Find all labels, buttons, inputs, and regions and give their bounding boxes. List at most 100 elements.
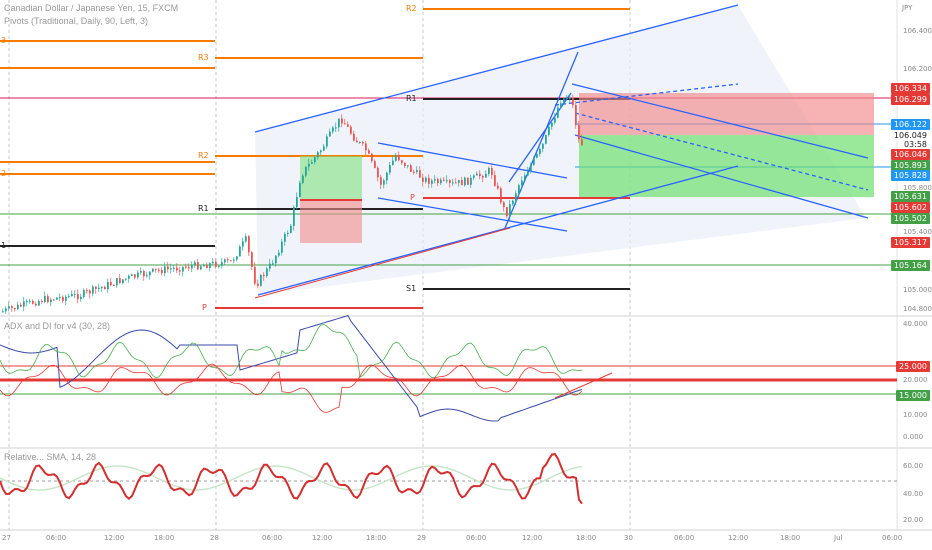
symbol-title[interactable]: Canadian Dollar / Japanese Yen, 15, FXCM [4, 3, 179, 13]
candle-body [29, 300, 31, 302]
candle-body [2, 311, 4, 313]
candle-body [107, 282, 109, 290]
candle-body [422, 177, 424, 182]
candle-body [293, 207, 295, 226]
long-position-loss[interactable] [300, 200, 362, 243]
candle-body [65, 296, 67, 301]
candle-body [5, 308, 7, 312]
currency-label: JPY [902, 4, 913, 12]
candle-body [137, 272, 139, 278]
time-label: 28 [210, 534, 219, 542]
candle-body [320, 150, 322, 153]
candle-body [272, 263, 274, 265]
candle-body [20, 304, 22, 307]
candle-body [371, 153, 373, 162]
candle-body [251, 252, 253, 267]
short-position-loss[interactable] [579, 93, 874, 135]
candle-body [131, 274, 133, 276]
adx-tick: 40.000 [903, 320, 928, 328]
candle-body [257, 283, 259, 286]
candle-body [383, 180, 385, 185]
short-position-profit[interactable] [579, 135, 874, 197]
candle-body [206, 264, 208, 269]
candle-body [167, 266, 169, 270]
candle-body [35, 303, 37, 306]
candle-body [173, 267, 175, 269]
candle-body [227, 259, 229, 261]
candle-body [350, 126, 352, 134]
pivot-label-r1-mid: R1 [406, 94, 417, 103]
candle-body [32, 300, 34, 304]
candle-body [266, 268, 268, 277]
candle-body [338, 118, 340, 128]
candle-body [392, 160, 394, 166]
candle-body [527, 171, 529, 176]
candle-body [278, 252, 280, 256]
di-plus-line [0, 324, 583, 379]
candle-body [431, 180, 433, 184]
candle-body [401, 160, 403, 163]
candle-body [218, 265, 220, 267]
long-position-profit[interactable] [300, 156, 362, 200]
candle-body [263, 275, 265, 277]
candle-body [47, 296, 49, 303]
candle-body [533, 157, 535, 165]
adx-trend-line[interactable] [554, 372, 613, 399]
candle-body [452, 182, 454, 184]
candle-body [464, 177, 466, 186]
candle-body [50, 299, 52, 303]
candle-body [488, 168, 490, 174]
time-label: 30 [624, 534, 633, 542]
candle-body [347, 124, 349, 127]
candle-body [497, 185, 499, 189]
rsi-indicator-title[interactable]: Relative... SMA, 14, 28 [4, 452, 97, 462]
candle-body [98, 287, 100, 289]
candle-body [197, 262, 199, 270]
candle-body [179, 270, 181, 272]
candle-body [191, 265, 193, 269]
candle-body [185, 266, 187, 268]
candle-body [539, 148, 541, 154]
candle-body [224, 259, 226, 263]
candle-body [419, 170, 421, 178]
candle-body [557, 107, 559, 118]
candle-body [209, 263, 211, 269]
candle-body [494, 175, 496, 186]
price-tick: 105.800 [903, 184, 932, 192]
pivots-indicator-title[interactable]: Pivots (Traditional, Daily, 90, Left, 3) [4, 16, 149, 26]
adx-indicator-title[interactable]: ADX and DI for v4 (30, 28) [4, 321, 111, 331]
candle-body [125, 278, 127, 280]
candle-body [92, 286, 94, 294]
candle-body [542, 143, 544, 149]
candle-body [38, 300, 40, 306]
candle-body [476, 173, 478, 176]
price-tag: 106.299 [890, 94, 930, 105]
candle-body [449, 180, 451, 183]
candle-body [26, 301, 28, 303]
candle-body [329, 131, 331, 137]
candle-body [119, 278, 121, 284]
candle-body [74, 293, 76, 295]
pivot-label-p: P [202, 303, 207, 312]
candle-body [290, 225, 292, 233]
candle-body [479, 173, 481, 177]
time-label: 06:00 [466, 534, 487, 542]
support-line[interactable] [254, 227, 511, 299]
time-label: 29 [417, 534, 426, 542]
price-tag: 105.893 [890, 160, 930, 171]
candle-body [410, 165, 412, 172]
adx-level-tag: 15.000 [896, 390, 930, 401]
price-tag: 106.046 [890, 149, 930, 160]
candle-body [170, 268, 172, 270]
trend-lines[interactable] [254, 4, 869, 296]
candle-body [86, 290, 88, 292]
candle-body [395, 154, 397, 161]
candle-body [386, 172, 388, 181]
candle-body [461, 180, 463, 186]
candle-body [554, 117, 556, 123]
time-label: 27 [2, 534, 11, 542]
time-axis[interactable]: 27 06:00 12:00 18:00 28 06:00 12:00 18:00 29 06:0… [0, 532, 902, 548]
candle-body [164, 266, 166, 274]
candle-body [221, 262, 223, 266]
